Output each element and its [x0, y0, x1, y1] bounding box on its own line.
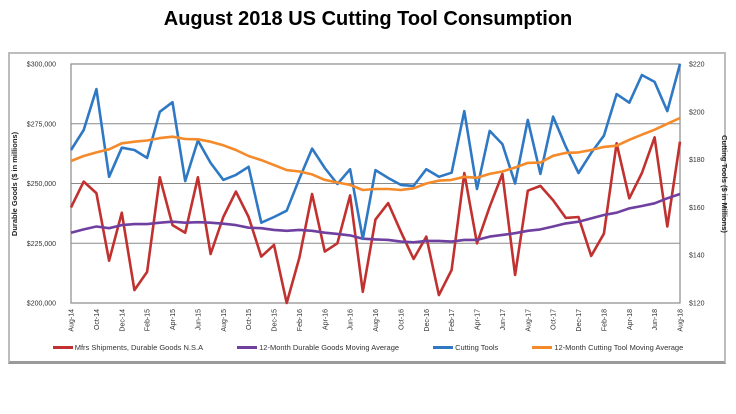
right-tick-label: $140 — [689, 253, 705, 260]
legend-item: Mfrs Shipments, Durable Goods N.S.A — [52, 343, 204, 352]
x-tick-label: Dec-16 — [424, 309, 431, 332]
x-axis-ticks: Aug-14 Oct-14 Dec-14 Feb-15 Apr-15 Jun-15 Aug-… — [69, 309, 685, 332]
x-tick-label: Feb-16 — [297, 309, 304, 331]
legend-swatch — [433, 346, 454, 349]
x-tick-label: Apr-16 — [322, 309, 329, 330]
x-tick-label: Oct-14 — [94, 309, 101, 330]
x-tick-label: Dec-15 — [272, 309, 279, 332]
left-tick-label: $250,000 — [27, 181, 56, 188]
right-tick-label: $120 — [689, 301, 705, 308]
series-line — [69, 63, 682, 241]
left-tick-label: $300,000 — [27, 62, 56, 69]
series-line — [69, 136, 682, 305]
right-axis-ticks: $120 $140 $160 $180 $200 $220 — [689, 62, 705, 308]
x-tick-label: Aug-18 — [678, 309, 685, 332]
left-axis-title: Durable Goods ($ in millions) — [10, 131, 19, 236]
x-tick-label: Oct-17 — [551, 309, 558, 330]
series-line — [70, 192, 681, 244]
x-tick-label: Aug-14 — [69, 309, 76, 332]
x-tick-label: Dec-14 — [119, 309, 126, 332]
right-axis-title: Cutting Tools ($ in Millions) — [720, 135, 729, 233]
right-tick-label: $220 — [689, 62, 705, 69]
x-tick-label: Jun-17 — [500, 309, 507, 331]
x-tick-label: Aug-15 — [221, 309, 228, 332]
left-tick-label: $225,000 — [27, 241, 56, 248]
left-axis-ticks: $200,000 $225,000 $250,000 $275,000 $300,000 — [27, 62, 56, 308]
x-tick-label: Aug-17 — [525, 309, 532, 332]
legend-item: 12-Month Durable Goods Moving Average — [237, 343, 399, 352]
x-tick-label: Apr-17 — [475, 309, 482, 330]
right-tick-label: $180 — [689, 157, 705, 164]
x-tick-label: Jun-16 — [348, 309, 355, 331]
x-tick-label: Dec-17 — [576, 309, 583, 332]
x-tick-label: Oct-16 — [398, 309, 405, 330]
chart-frame — [8, 52, 726, 364]
legend-label: Cutting Tools — [455, 343, 499, 352]
x-tick-label: Feb-17 — [449, 309, 456, 331]
x-tick-label: Aug-16 — [373, 309, 380, 332]
legend-label: 12-Month Durable Goods Moving Average — [259, 343, 400, 352]
legend-swatch — [52, 346, 73, 349]
left-tick-label: $275,000 — [27, 121, 56, 128]
left-tick-label: $200,000 — [27, 301, 56, 308]
legend-item: Cutting Tools — [433, 343, 498, 352]
legend: Mfrs Shipments, Durable Goods N.S.A 12-M… — [0, 343, 736, 352]
x-tick-label: Jun-18 — [652, 309, 659, 331]
series-line — [70, 116, 681, 192]
x-tick-label: Oct-15 — [246, 309, 253, 330]
legend-swatch — [237, 346, 258, 349]
x-tick-label: Apr-15 — [170, 309, 177, 330]
legend-label: Mfrs Shipments, Durable Goods N.S.A — [74, 343, 204, 352]
chart-title: August 2018 US Cutting Tool Consumption — [163, 8, 573, 30]
series-lines — [69, 63, 682, 305]
x-tick-label: Jun-15 — [195, 309, 202, 331]
gridlines — [70, 63, 681, 304]
legend-swatch — [532, 346, 553, 349]
right-tick-label: $200 — [689, 109, 705, 116]
x-tick-label: Feb-18 — [601, 309, 608, 331]
legend-label: 12-Month Cutting Tool Moving Average — [554, 343, 684, 352]
right-tick-label: $160 — [689, 205, 705, 212]
legend-item: 12-Month Cutting Tool Moving Average — [532, 343, 683, 352]
x-tick-label: Apr-18 — [627, 309, 634, 330]
x-tick-label: Feb-15 — [145, 309, 152, 331]
